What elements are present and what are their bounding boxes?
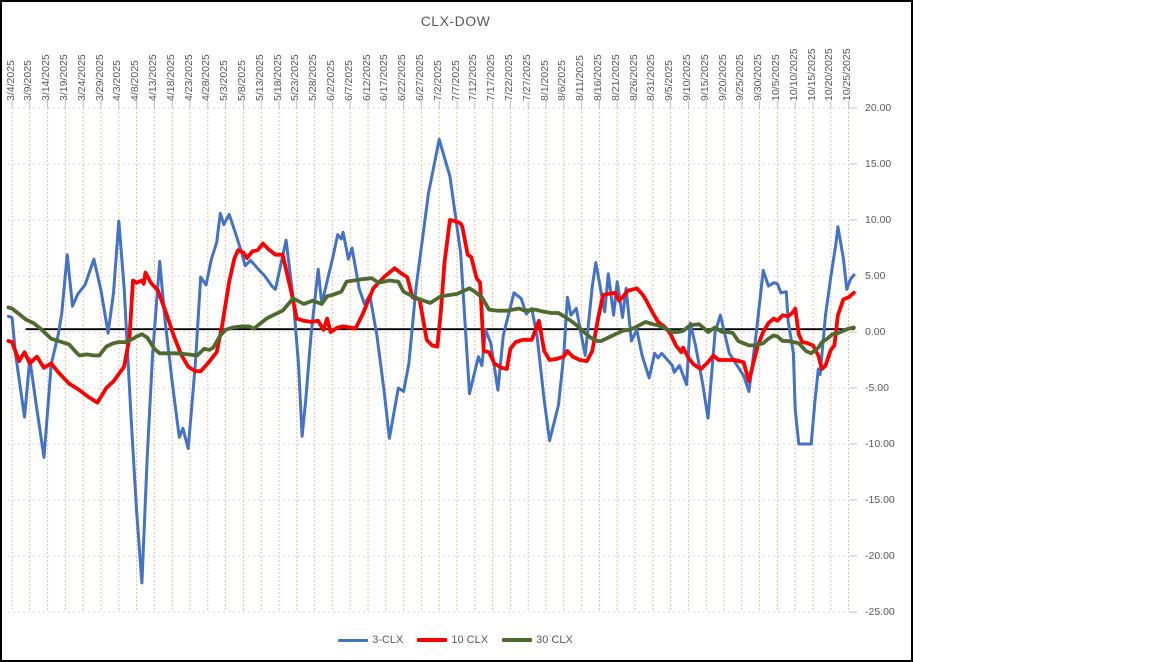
x-axis-label: 9/20/2025 (716, 54, 729, 101)
y-axis-label: 10.00 (865, 214, 892, 226)
y-axis-label: -20.00 (865, 550, 895, 562)
y-axis-label: -15.00 (865, 494, 895, 506)
legend-label: 10 CLX (451, 634, 489, 646)
legend-label: 3-CLX (372, 634, 404, 646)
x-axis-label: 7/2/2025 (431, 60, 444, 101)
x-axis-label: 8/31/2025 (645, 54, 658, 101)
x-axis-label: 10/5/2025 (769, 54, 782, 101)
y-axis-label: -25.00 (865, 606, 895, 618)
x-axis-label: 6/27/2025 (413, 54, 426, 101)
x-axis-label: 5/13/2025 (253, 54, 266, 101)
x-axis-label: 8/16/2025 (591, 54, 604, 101)
x-axis-label: 3/29/2025 (93, 54, 106, 101)
x-axis-label: 7/27/2025 (520, 54, 533, 101)
x-axis-label: 7/12/2025 (467, 54, 480, 101)
x-axis-label: 9/30/2025 (752, 54, 765, 101)
chart-legend: 3-CLX 10 CLX 30 CLX (0, 634, 911, 646)
x-axis-label: 4/3/2025 (111, 60, 124, 101)
x-axis-label: 4/8/2025 (129, 60, 142, 101)
legend-label: 30 CLX (536, 634, 573, 646)
legend-swatch (338, 638, 369, 642)
x-axis-label: 5/18/2025 (271, 54, 284, 101)
x-axis-label: 9/5/2025 (663, 60, 676, 101)
x-axis-label: 4/18/2025 (164, 54, 177, 101)
x-axis-label: 9/25/2025 (734, 54, 747, 101)
series-line-10-clx (6, 218, 856, 405)
y-axis-label: 20.00 (865, 102, 892, 114)
x-axis-label: 5/8/2025 (235, 60, 248, 101)
x-axis-label: 6/17/2025 (378, 54, 391, 101)
x-axis-label: 3/19/2025 (57, 54, 70, 101)
x-axis-label: 10/20/2025 (823, 48, 836, 101)
legend-item-10-clx[interactable]: 10 CLX (417, 634, 488, 646)
x-axis-label: 4/28/2025 (200, 54, 213, 101)
legend-item-3-clx[interactable]: 3-CLX (338, 634, 403, 646)
legend-swatch (417, 638, 448, 642)
series-line-30-clx (6, 276, 856, 358)
x-axis-label: 8/6/2025 (556, 60, 569, 101)
x-axis-label: 9/15/2025 (698, 54, 711, 101)
x-axis-label: 6/12/2025 (360, 54, 373, 101)
y-axis-label: 5.00 (865, 270, 886, 282)
x-axis-label: 8/1/2025 (538, 60, 551, 101)
x-axis-label: 5/23/2025 (289, 54, 302, 101)
chart-frame[interactable]: CLX-DOW 3/4/2025 3/9/2025 3/14/2025 3/19/20… (0, 0, 913, 662)
x-axis-label: 7/17/2025 (485, 54, 498, 101)
x-axis-label: 5/28/2025 (307, 54, 320, 101)
x-axis-label: 3/24/2025 (75, 54, 88, 101)
x-axis-label: 8/21/2025 (609, 54, 622, 101)
x-axis-label: 10/15/2025 (805, 48, 818, 101)
x-axis-label: 3/4/2025 (4, 60, 17, 101)
x-axis-label: 4/13/2025 (146, 54, 159, 101)
x-axis-label: 10/10/2025 (787, 48, 800, 101)
y-axis-label: -10.00 (865, 438, 895, 450)
y-axis-label: -5.00 (865, 382, 889, 394)
x-axis-label: 7/7/2025 (449, 60, 462, 101)
y-axis-label: 15.00 (865, 158, 892, 170)
y-axis-label: 0.00 (865, 326, 886, 338)
x-axis-label: 9/10/2025 (680, 54, 693, 101)
x-axis-label: 8/11/2025 (574, 55, 587, 101)
x-axis-label: 5/3/2025 (218, 60, 231, 101)
chart-title: CLX-DOW (420, 13, 491, 29)
x-axis-label: 3/9/2025 (22, 60, 35, 101)
x-axis-label: 6/22/2025 (396, 54, 409, 101)
x-axis-label: 6/7/2025 (342, 60, 355, 101)
legend-item-30-clx[interactable]: 30 CLX (502, 634, 573, 646)
x-axis-label: 4/23/2025 (182, 54, 195, 101)
x-axis-label: 8/26/2025 (627, 54, 640, 101)
legend-swatch (502, 638, 533, 642)
x-axis-label: 3/14/2025 (40, 54, 53, 101)
x-axis-label: 7/22/2025 (502, 54, 515, 101)
x-axis-label: 10/25/2025 (841, 48, 854, 101)
x-axis-label: 6/2/2025 (324, 60, 337, 101)
chart-plot-area (6, 101, 857, 613)
